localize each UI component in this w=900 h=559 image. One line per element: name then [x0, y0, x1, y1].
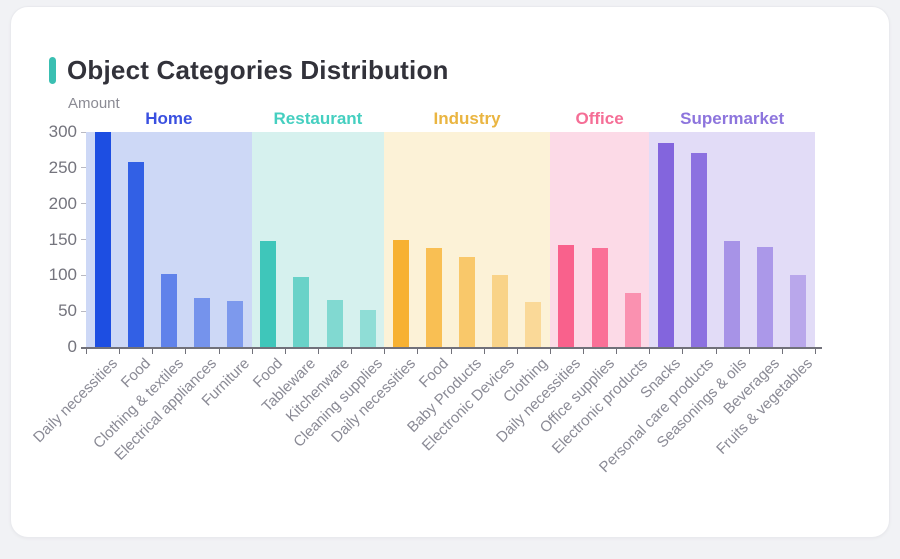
y-axis-tick-mark — [81, 167, 86, 169]
title-accent-bar-icon — [49, 57, 56, 84]
x-axis-tick-mark — [152, 347, 154, 354]
y-axis-tick-label: 50 — [58, 301, 77, 321]
y-axis-tick-label: 250 — [48, 157, 77, 177]
bar-office-office-supplies[interactable] — [591, 248, 608, 347]
x-axis-tick-mark — [384, 347, 386, 354]
x-axis-tick-mark — [748, 347, 750, 354]
x-axis-tick-mark — [86, 347, 87, 354]
bar-industry-daily-necessities[interactable] — [392, 239, 409, 347]
x-axis-tick-mark — [649, 347, 651, 354]
bar-home-daily-necessities[interactable] — [94, 132, 111, 347]
y-axis-tick-mark — [81, 274, 86, 276]
x-axis-tick-mark — [417, 347, 419, 354]
bar-restaurant-cleaning-supplies[interactable] — [359, 310, 376, 347]
x-axis-tick-mark — [516, 347, 518, 354]
bar-supermarket-personal-care-products[interactable] — [691, 152, 708, 347]
y-axis-title: Amount — [68, 95, 120, 112]
group-header-office: Office — [575, 109, 624, 128]
y-axis-tick-mark — [81, 131, 86, 133]
y-axis-tick-mark — [81, 310, 86, 312]
group-header-restaurant: Restaurant — [273, 109, 363, 128]
x-axis-tick-mark — [682, 347, 684, 354]
x-axis-tick-mark — [781, 347, 783, 354]
bar-supermarket-seasonings-oils[interactable] — [724, 240, 741, 347]
x-axis-tick-mark — [815, 347, 816, 354]
group-header-supermarket: Supermarket — [680, 109, 785, 128]
bar-supermarket-fruits-vegetables[interactable] — [790, 274, 807, 347]
x-axis-tick-mark — [583, 347, 585, 354]
y-axis-tick-label: 300 — [48, 122, 77, 141]
x-axis-line — [81, 347, 822, 349]
bar-restaurant-kitchenware[interactable] — [326, 300, 343, 347]
chart-title: Object Categories Distribution — [67, 55, 449, 85]
y-axis-tick-label: 100 — [48, 265, 77, 285]
bar-restaurant-food[interactable] — [260, 240, 277, 347]
bar-supermarket-beverages[interactable] — [757, 246, 774, 347]
x-axis-tick-mark — [119, 347, 121, 354]
bar-home-furniture[interactable] — [227, 301, 244, 347]
y-axis-tick-label: 150 — [48, 229, 77, 249]
y-axis-tick-label: 200 — [48, 193, 77, 213]
x-axis-tick-mark — [218, 347, 220, 354]
group-header-home: Home — [145, 109, 193, 128]
x-axis-tick-mark — [450, 347, 452, 354]
x-axis-tick-mark — [351, 347, 353, 354]
x-axis-tick-mark — [483, 347, 485, 354]
bar-office-daily-necessities[interactable] — [558, 245, 575, 347]
bar-office-electronic-products[interactable] — [624, 293, 641, 347]
bar-supermarket-snacks[interactable] — [657, 142, 674, 347]
y-axis-tick-label: 0 — [67, 337, 77, 356]
x-axis-tick-mark — [284, 347, 286, 354]
y-axis-tick-mark — [81, 239, 86, 240]
chart-card: Object Categories Distribution Amount 0 5… — [10, 6, 890, 538]
x-axis-tick-mark — [549, 347, 551, 354]
bar-home-food[interactable] — [127, 162, 144, 347]
bar-industry-clothing[interactable] — [525, 301, 542, 347]
bar-home-electrical-appliances[interactable] — [193, 297, 210, 347]
bar-industry-baby-products[interactable] — [459, 256, 476, 347]
bar-restaurant-tableware[interactable] — [293, 277, 310, 347]
y-axis-tick-mark — [81, 203, 86, 205]
bar-industry-electronic-devices[interactable] — [492, 275, 509, 347]
x-axis-tick-mark — [616, 347, 618, 354]
x-axis-tick-mark — [185, 347, 187, 354]
x-axis-tick-mark — [715, 347, 717, 354]
bar-home-clothing-textiles[interactable] — [160, 273, 177, 347]
x-axis-tick-mark — [251, 347, 253, 354]
group-header-industry: Industry — [433, 109, 501, 128]
chart-title-row: Object Categories Distribution — [49, 55, 449, 86]
bar-industry-food[interactable] — [425, 248, 442, 347]
x-axis-tick-mark — [317, 347, 319, 354]
